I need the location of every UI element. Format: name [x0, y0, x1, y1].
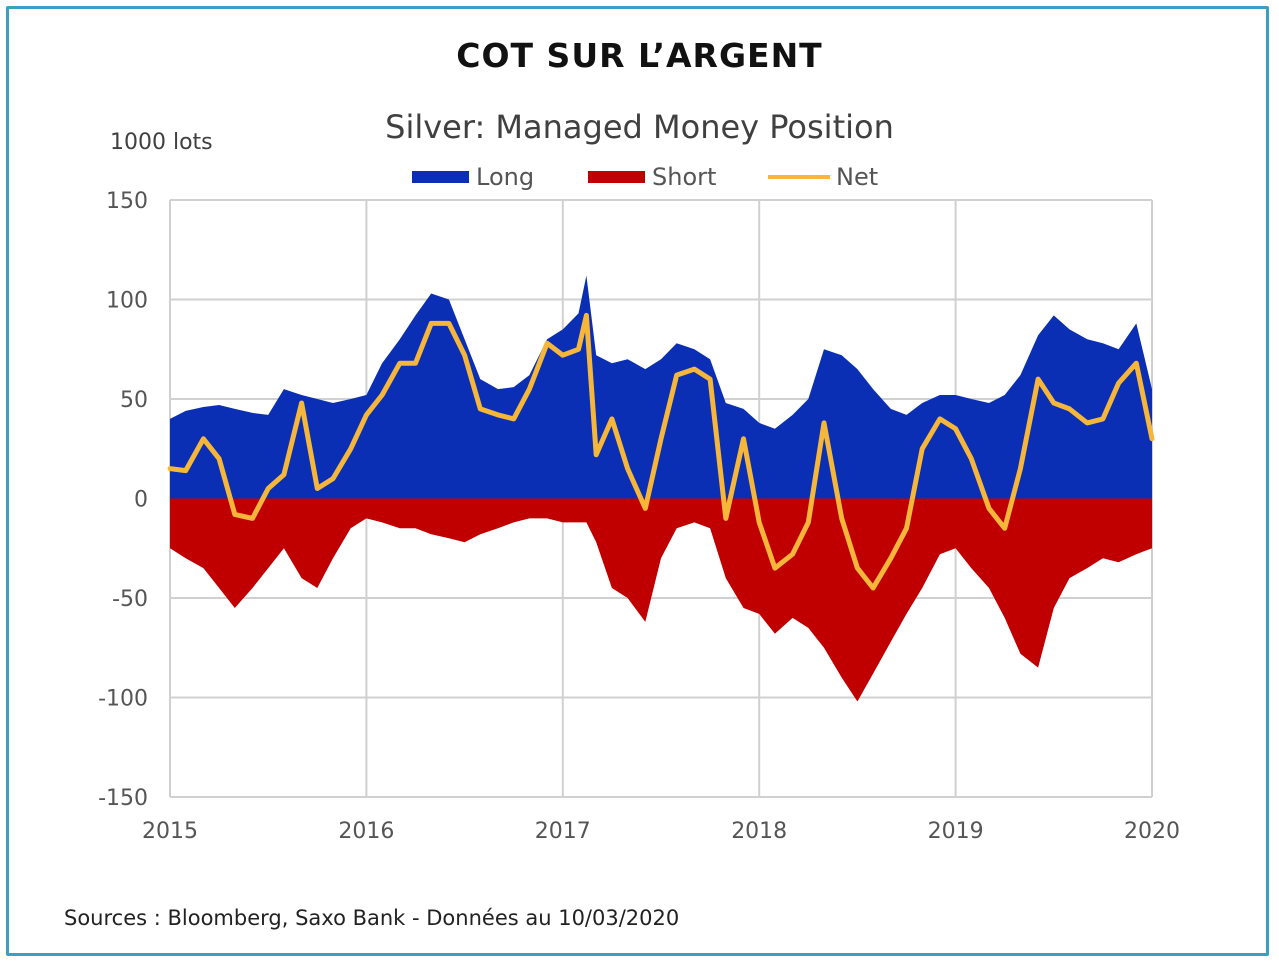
legend-label-long: Long: [476, 163, 534, 191]
x-tick-label: 2017: [535, 819, 591, 844]
areas: [170, 275, 1152, 702]
y-tick-label: -50: [112, 587, 148, 612]
series-short-area: [170, 498, 1152, 702]
net-line-layer: [167, 312, 1155, 591]
series-net-line: [167, 312, 1155, 591]
x-tick-label: 2015: [142, 819, 198, 844]
legend: Long Short Net: [412, 163, 878, 191]
axes: 150 100 50 0 -50 -100 -150 2015 2016 2017 2018 2019…: [98, 189, 1180, 844]
y-axis-unit-label: 1000 lots: [110, 130, 213, 155]
y-tick-label: 150: [106, 189, 148, 214]
series-long-area: [170, 275, 1152, 499]
x-tick-label: 2019: [928, 819, 984, 844]
legend-swatch-short: [588, 171, 645, 183]
y-tick-label: 100: [106, 289, 148, 314]
y-tick-label: -150: [98, 786, 148, 811]
chart-title: Silver: Managed Money Position: [385, 108, 894, 146]
source-note: Sources : Bloomberg, Saxo Bank - Données…: [64, 906, 680, 930]
y-tick-label: 0: [134, 488, 148, 513]
x-tick-label: 2018: [731, 819, 787, 844]
legend-swatch-long: [412, 171, 469, 183]
y-tick-label: -100: [98, 687, 148, 712]
x-tick-label: 2020: [1124, 819, 1180, 844]
y-tick-label: 50: [120, 388, 148, 413]
legend-label-net: Net: [836, 163, 878, 191]
x-tick-label: 2016: [338, 819, 394, 844]
page-title: COT SUR L’ARGENT: [456, 36, 823, 75]
legend-label-short: Short: [652, 163, 716, 191]
